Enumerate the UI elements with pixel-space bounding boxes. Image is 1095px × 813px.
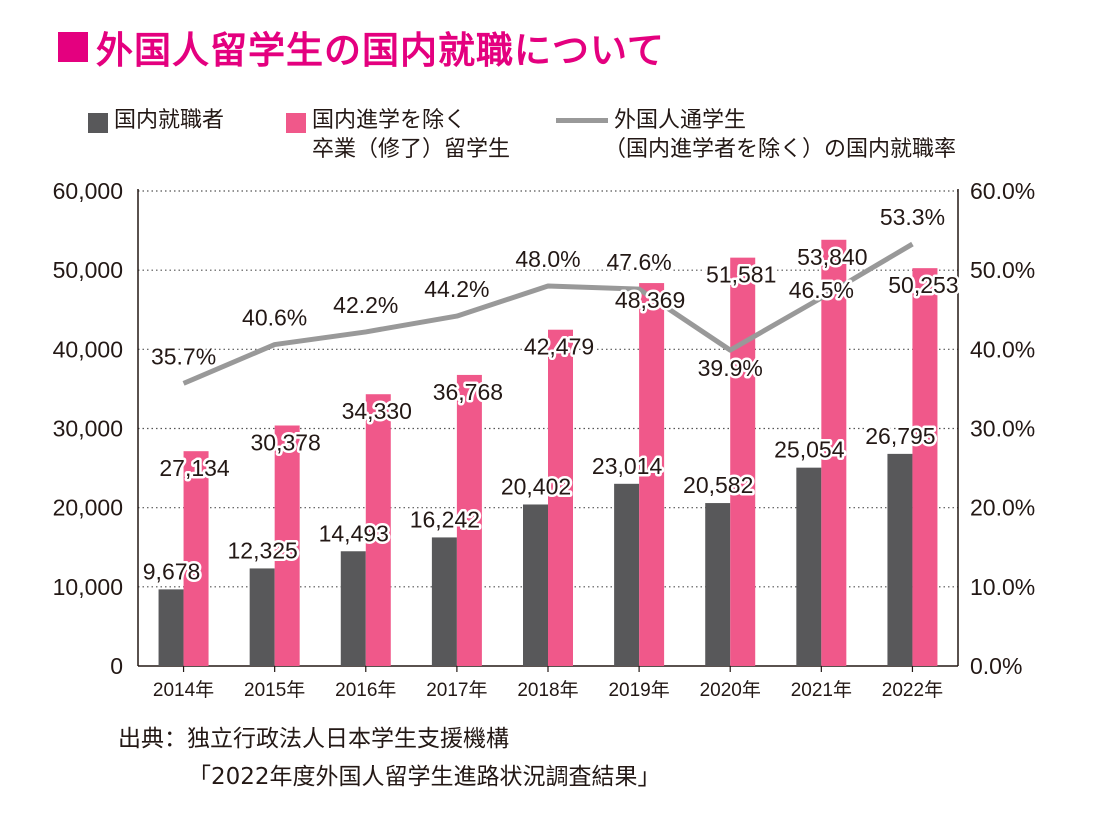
bar-employed — [340, 551, 366, 666]
data-label-rate: 47.6% — [607, 249, 672, 275]
source-note: 出典：独立行政法人日本学生支援機構 「2022年度外国人留学生進路状況調査結果」 — [118, 720, 661, 796]
data-label-rate: 39.9% — [698, 355, 763, 381]
data-label-rate: 44.2% — [424, 276, 489, 302]
x-tick-label: 2014年 — [153, 679, 214, 701]
legend-label-dark: 国内就職者 — [114, 108, 225, 133]
x-tick-label: 2016年 — [335, 679, 396, 701]
bar-employed — [431, 537, 457, 666]
legend: 国内就職者 国内進学を除く 卒業（修了）留学生 外国人通学生 （国内進学者を除く… — [0, 106, 1095, 166]
data-label-employed: 20,582 — [683, 472, 753, 498]
x-tick-label: 2017年 — [426, 679, 487, 701]
bar-graduates — [183, 451, 209, 666]
legend-label-pink-2: 卒業（修了）留学生 — [312, 137, 511, 162]
y-right-tick-label: 30.0% — [970, 416, 1035, 442]
data-label-employed: 23,014 — [592, 453, 663, 479]
bar-graduates — [821, 239, 847, 666]
bar-graduates — [274, 425, 300, 666]
chart-title: 外国人留学生の国内就職について — [58, 20, 665, 74]
bar-graduates — [456, 374, 482, 666]
bar-graduates — [730, 257, 756, 666]
x-tick-label: 2022年 — [882, 679, 943, 701]
legend-label-line-2: （国内進学者を除く）の国内就職率 — [604, 137, 957, 162]
x-tick-label: 2018年 — [517, 679, 578, 701]
title-square-icon — [58, 32, 88, 62]
data-label-employed: 26,795 — [865, 423, 935, 449]
y-right-tick-label: 0.0% — [970, 653, 1022, 679]
bar-employed — [614, 483, 640, 666]
legend-line-swatch — [556, 118, 608, 123]
bar-graduates — [912, 268, 938, 666]
x-tick-label: 2015年 — [244, 679, 305, 701]
data-label-rate: 40.6% — [242, 305, 307, 331]
data-label-graduates: 53,840 — [797, 244, 867, 270]
y-left-tick-label: 60,000 — [53, 178, 123, 204]
data-label-graduates: 42,479 — [524, 334, 594, 360]
x-tick-label: 2020年 — [700, 679, 761, 701]
legend-swatch-dark — [88, 113, 108, 133]
legend-label-line-1: 外国人通学生 — [614, 108, 747, 133]
bar-graduates — [365, 394, 391, 666]
x-tick-label: 2021年 — [791, 679, 852, 701]
x-tick-label: 2019年 — [608, 679, 669, 701]
y-right-tick-label: 60.0% — [970, 178, 1035, 204]
data-label-rate: 35.7% — [151, 343, 216, 369]
y-right-tick-label: 10.0% — [970, 574, 1035, 600]
bar-employed — [523, 504, 548, 666]
legend-swatch-pink — [286, 113, 306, 133]
source-line-1: 出典：独立行政法人日本学生支援機構 — [118, 726, 509, 752]
data-label-rate: 42.2% — [333, 292, 398, 318]
bar-employed — [796, 467, 822, 666]
y-right-tick-label: 50.0% — [970, 257, 1035, 283]
data-label-employed: 16,242 — [410, 506, 480, 532]
data-label-rate: 46.5% — [789, 277, 854, 303]
data-label-employed: 20,402 — [501, 473, 571, 499]
y-left-tick-label: 10,000 — [53, 574, 123, 600]
data-label-graduates: 34,330 — [342, 398, 412, 424]
bar-employed — [887, 453, 913, 666]
title-text: 外国人留学生の国内就職について — [96, 29, 665, 72]
data-label-graduates: 50,253 — [888, 272, 958, 298]
data-label-graduates: 30,378 — [250, 430, 320, 456]
data-label-employed: 25,054 — [774, 437, 845, 463]
data-label-graduates: 27,134 — [159, 455, 230, 481]
data-label-rate: 48.0% — [515, 246, 580, 272]
data-label-rate: 53.3% — [880, 204, 945, 230]
data-label-graduates: 51,581 — [706, 262, 776, 288]
bar-employed — [249, 568, 275, 666]
bar-graduates — [548, 329, 573, 666]
source-line-2: 「2022年度外国人留学生進路状況調査結果」 — [188, 764, 661, 790]
data-label-employed: 14,493 — [319, 520, 389, 546]
y-right-tick-label: 20.0% — [970, 495, 1035, 521]
data-label-graduates: 48,369 — [615, 287, 685, 313]
bar-employed — [705, 503, 731, 666]
y-left-tick-label: 20,000 — [53, 495, 123, 521]
y-right-tick-label: 40.0% — [970, 336, 1035, 362]
y-left-tick-label: 30,000 — [53, 416, 123, 442]
y-left-tick-label: 50,000 — [53, 257, 123, 283]
data-label-employed: 9,678 — [143, 558, 201, 584]
bar-graduates — [639, 283, 665, 666]
data-label-employed: 12,325 — [227, 537, 297, 563]
y-left-tick-label: 0 — [110, 653, 123, 679]
y-left-tick-label: 40,000 — [53, 336, 123, 362]
data-label-graduates: 36,768 — [433, 379, 503, 405]
bar-employed — [158, 589, 184, 666]
legend-label-pink-1: 国内進学を除く — [312, 108, 467, 133]
